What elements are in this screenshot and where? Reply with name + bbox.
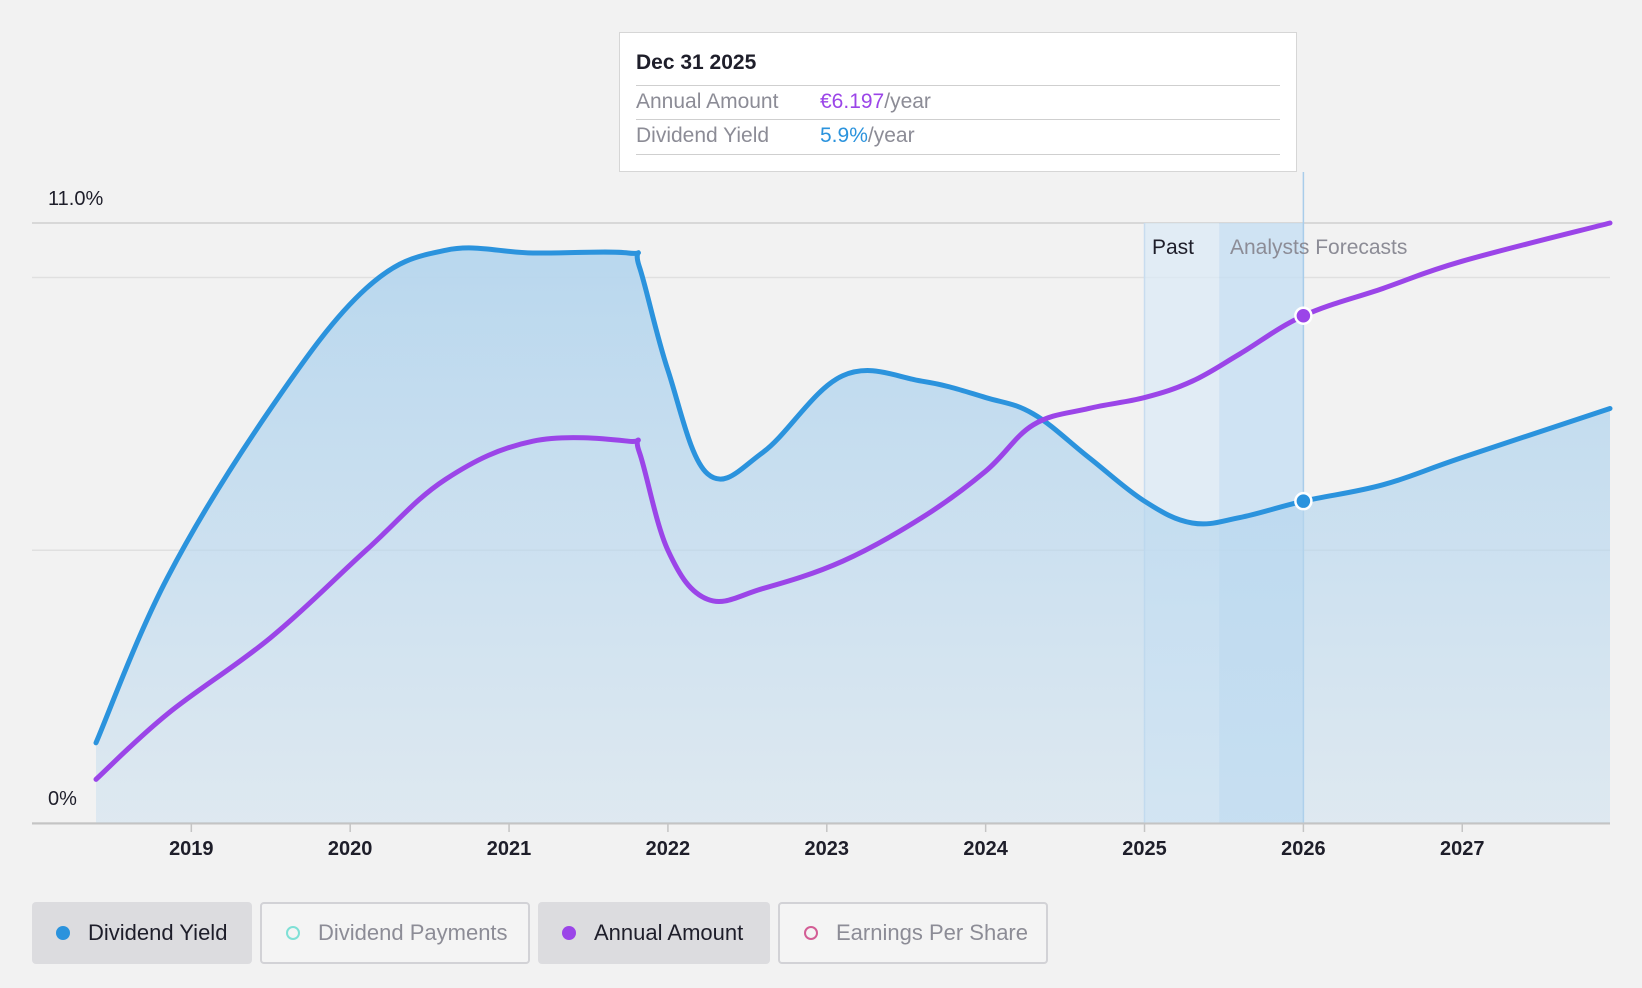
x-tick-label: 2020: [328, 838, 373, 860]
y-axis-label-top: 11.0%: [48, 188, 103, 210]
legend-earnings-per-share[interactable]: Earnings Per Share: [778, 902, 1048, 964]
tooltip-label: Annual Amount: [636, 90, 779, 113]
hollow-dot-icon: [804, 926, 818, 940]
tooltip-value: 5.9%: [820, 124, 868, 147]
legend-label: Annual Amount: [594, 920, 744, 945]
dividend-yield-line: [93, 245, 1613, 746]
tooltip-row-dividend-yield: Dividend Yield 5.9%/year: [636, 119, 1280, 155]
dividend-yield-area: [96, 247, 1610, 823]
x-tick-label: 2026: [1281, 838, 1326, 860]
hollow-dot-icon: [286, 926, 300, 940]
forecast-region-label: Analysts Forecasts: [1230, 236, 1407, 259]
x-tick-label: 2023: [805, 838, 850, 860]
x-tick-label: 2022: [646, 838, 691, 860]
tooltip-unit: /year: [884, 90, 931, 113]
tooltip-date: Dec 31 2025: [636, 51, 757, 74]
x-tick-label: 2027: [1440, 838, 1485, 860]
legend-label: Dividend Yield: [88, 920, 228, 945]
legend-annual-amount[interactable]: Annual Amount: [538, 902, 770, 964]
tooltip-unit: /year: [867, 124, 915, 147]
chart-tooltip: Dec 31 2025 Annual Amount €6.197/year Di…: [619, 32, 1297, 172]
legend-dividend-payments[interactable]: Dividend Payments: [260, 902, 530, 964]
y-axis-label-bottom: 0%: [48, 788, 77, 810]
legend-label: Earnings Per Share: [836, 920, 1028, 945]
x-tick-label: 2019: [169, 838, 214, 860]
tooltip-row-annual-amount: Annual Amount €6.197/year: [636, 85, 1280, 118]
x-tick-label: 2024: [963, 838, 1008, 860]
legend-label: Dividend Payments: [318, 920, 508, 945]
tooltip-label: Dividend Yield: [636, 124, 770, 147]
annual-amount-marker: [1294, 306, 1313, 325]
tooltip-value: €6.197: [820, 90, 885, 113]
x-tick-label: 2025: [1122, 838, 1167, 860]
filled-dot-icon: [562, 926, 576, 940]
past-region-label: Past: [1152, 236, 1194, 259]
x-tick-label: 2021: [487, 838, 532, 860]
filled-dot-icon: [56, 926, 70, 940]
dividend-yield-marker: [1294, 491, 1313, 511]
legend-dividend-yield[interactable]: Dividend Yield: [32, 902, 252, 964]
annual-amount-line: [93, 220, 1613, 782]
